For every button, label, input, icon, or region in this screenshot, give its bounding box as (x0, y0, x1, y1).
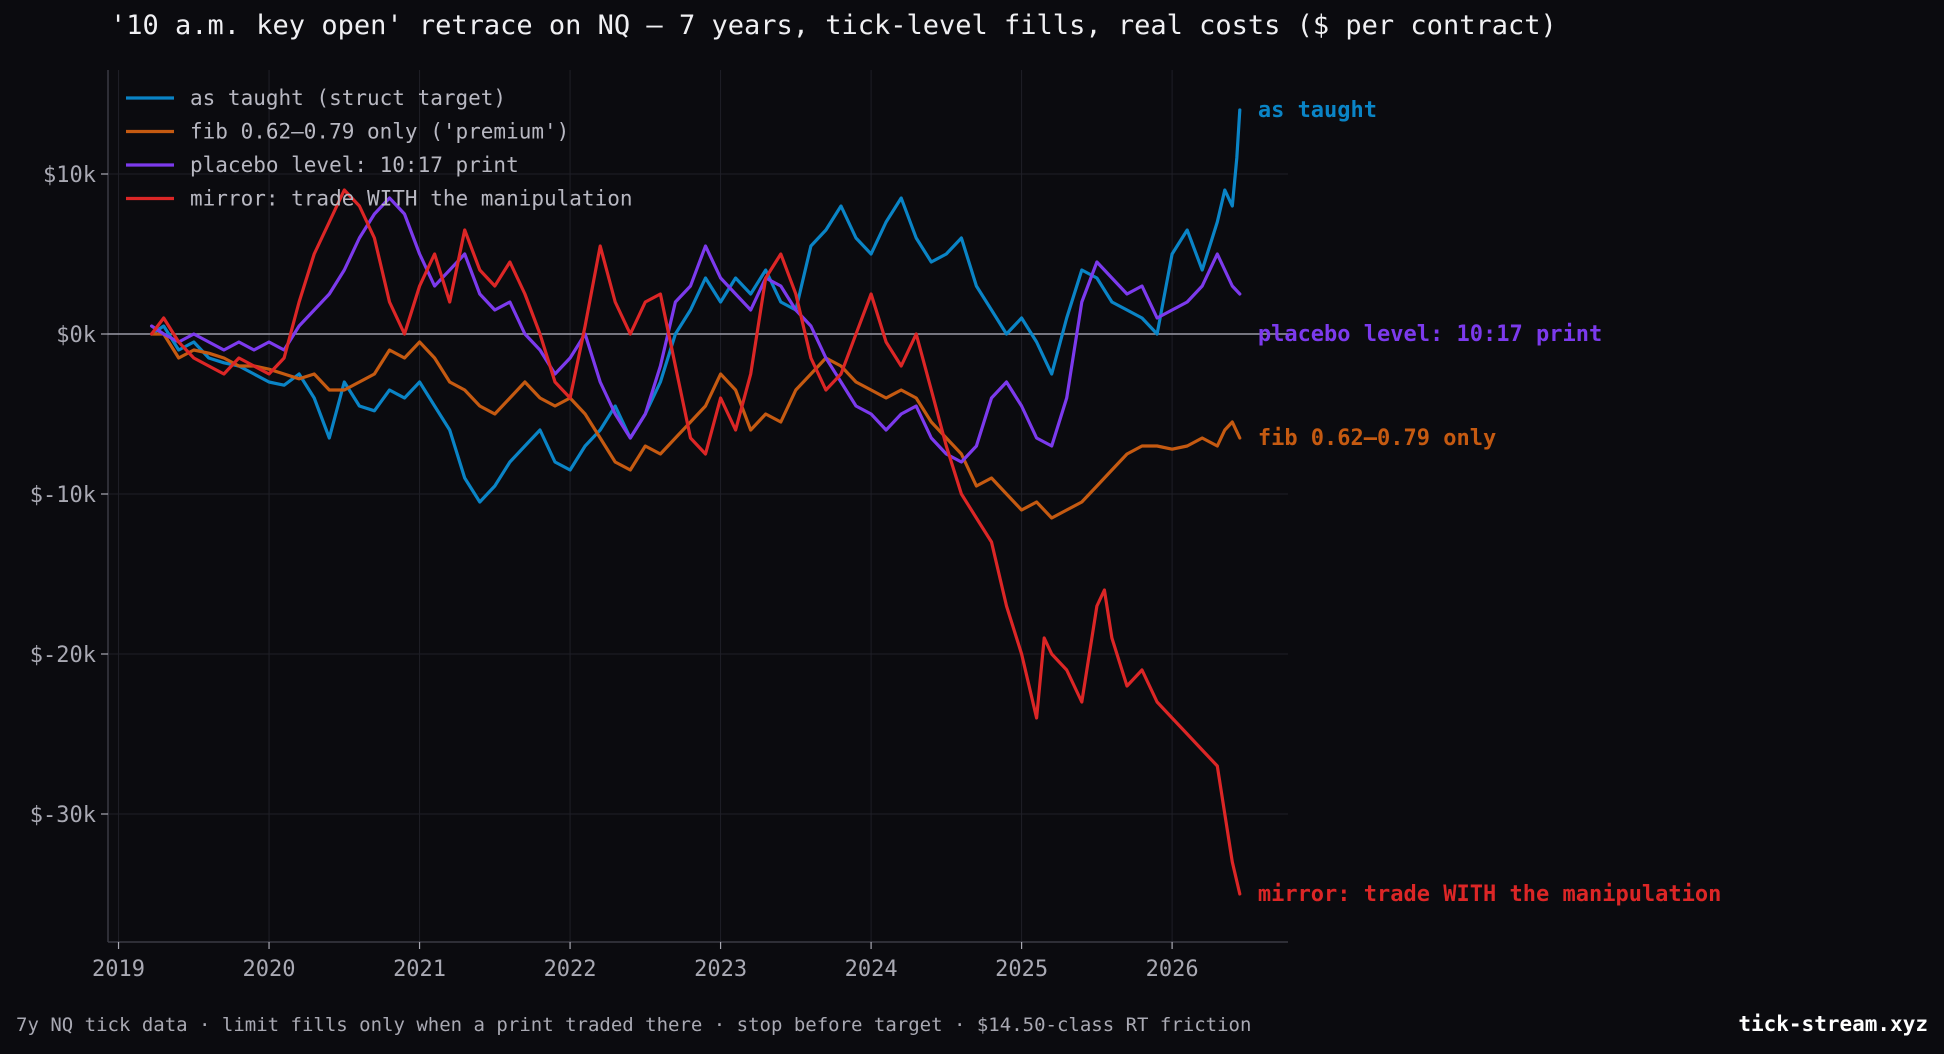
x-tick-label: 2021 (393, 957, 446, 982)
series-line-as-taught (150, 108, 1242, 504)
x-tick-label: 2024 (845, 957, 898, 982)
end-label-fib: fib 0.62–0.79 only (1258, 426, 1496, 451)
y-tick-label: $10k (43, 163, 96, 188)
x-tick-label: 2019 (92, 957, 145, 982)
footer-note: 7y NQ tick data · limit fills only when … (16, 1014, 1252, 1036)
y-tick-label: $-10k (30, 483, 96, 508)
x-tick-label: 2023 (694, 957, 747, 982)
end-label-mirror: mirror: trade WITH the manipulation (1258, 882, 1722, 907)
chart-svg: 2019 2020 2021 2022 2023 2024 2025 2026 $10k $0k $… (30, 70, 1722, 982)
end-label-as-taught: as taught (1258, 98, 1377, 123)
y-tick-label: $-20k (30, 643, 96, 668)
series-line-mirror (150, 188, 1242, 896)
legend-label-as-taught: as taught (struct target) (190, 86, 506, 110)
legend-label-fib: fib 0.62–0.79 only ('premium') (190, 120, 569, 144)
y-tick-label: $-30k (30, 803, 96, 828)
legend-label-placebo: placebo level: 10:17 print (190, 153, 519, 177)
series-line-placebo (150, 196, 1242, 464)
y-tick-label: $0k (56, 323, 96, 348)
chart-title: '10 a.m. key open' retrace on NQ — 7 yea… (110, 10, 1557, 41)
brand-watermark: tick-stream.xyz (1738, 1012, 1928, 1036)
x-tick-label: 2020 (243, 957, 296, 982)
legend-label-mirror: mirror: trade WITH the manipulation (190, 187, 633, 211)
series-layer (150, 108, 1242, 896)
x-tick-label: 2022 (544, 957, 597, 982)
end-label-placebo: placebo level: 10:17 print (1258, 322, 1602, 347)
x-tick-label: 2026 (1146, 957, 1199, 982)
series-line-fib (150, 332, 1242, 520)
chart-legend: as taught (struct target) fib 0.62–0.79 o… (126, 86, 633, 211)
series-end-labels: as taught fib 0.62–0.79 only placebo level… (1258, 98, 1722, 907)
axes-layer: 2019 2020 2021 2022 2023 2024 2025 2026 $10k $0k $… (30, 70, 1288, 982)
x-tick-label: 2025 (995, 957, 1048, 982)
